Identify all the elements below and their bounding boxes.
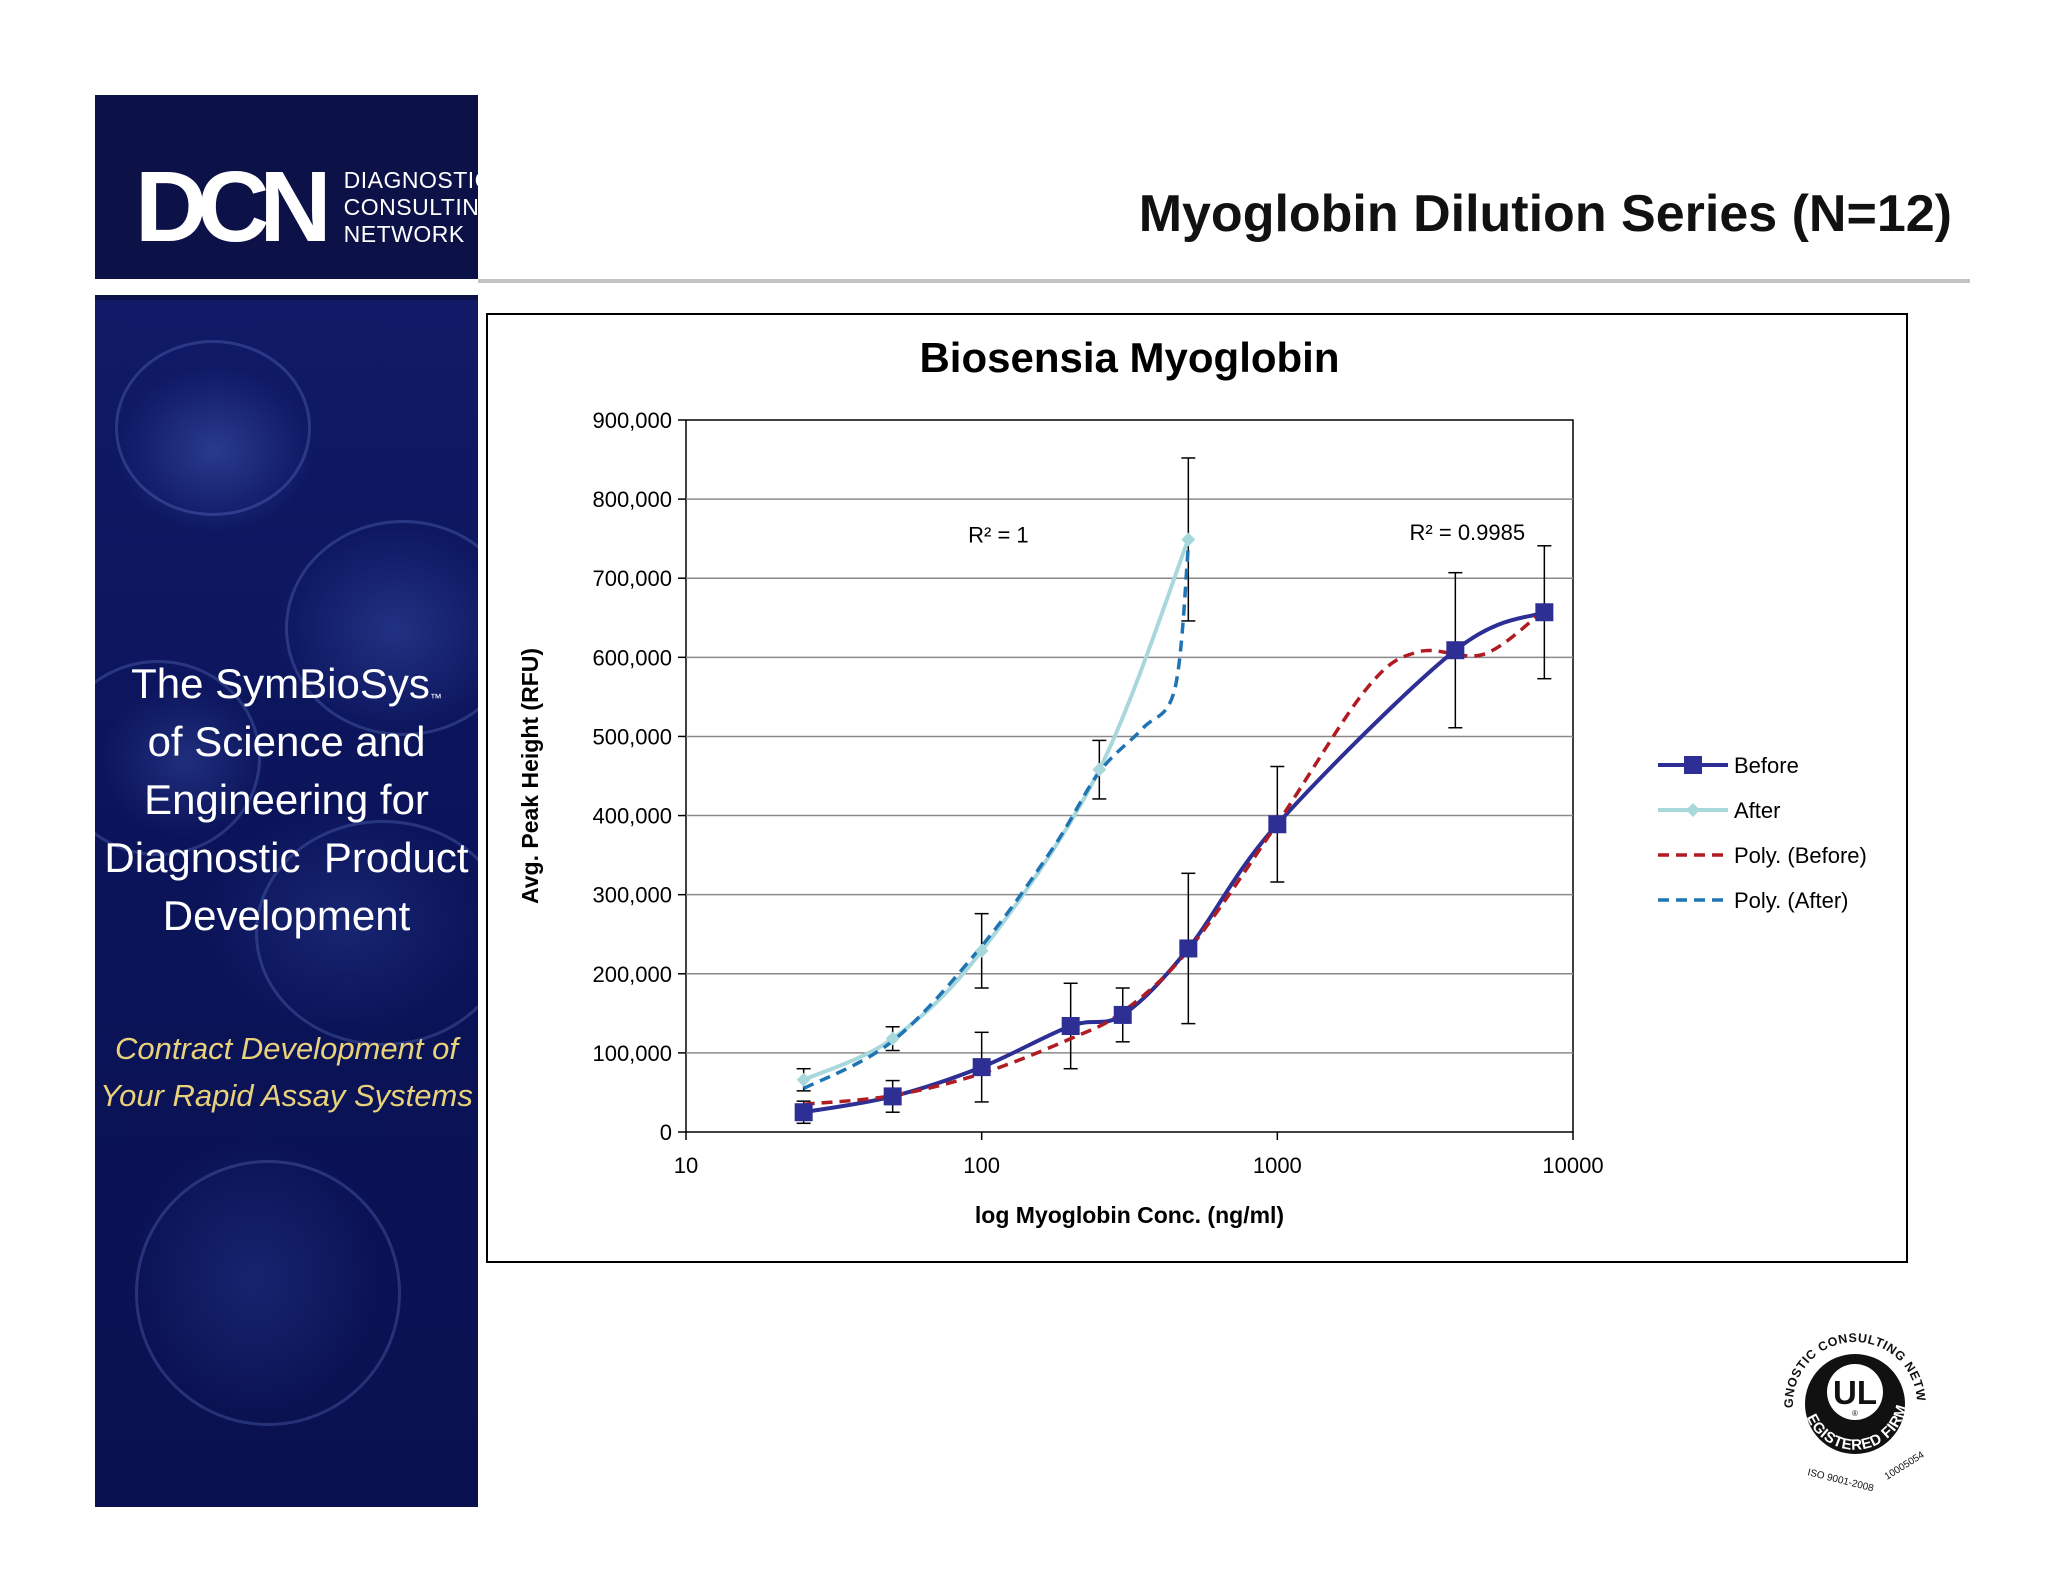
series-line-after: [802, 538, 1191, 1082]
y-tick-label: 900,000: [592, 408, 672, 433]
data-point-before: [1061, 1016, 1080, 1035]
y-tick-label: 400,000: [592, 804, 672, 829]
y-tick-label: 600,000: [592, 645, 672, 670]
data-point-before: [883, 1087, 902, 1106]
data-point-after: [1181, 532, 1196, 547]
y-tick-label: 500,000: [592, 724, 672, 749]
tagline-line: Development: [162, 892, 411, 939]
data-point-before: [1268, 815, 1287, 834]
badge-inner-circle: [1827, 1364, 1883, 1420]
tagline: The SymBioSys™ of Science and Engineerin…: [95, 655, 478, 945]
legend-label: Poly. (After): [1734, 888, 1849, 913]
data-point-before: [1446, 641, 1465, 660]
banner-divider: [95, 279, 478, 295]
myoglobin-chart: Biosensia Myoglobin 0 100,000 200,000 300,00…: [517, 334, 1867, 1228]
y-tick-label: 0: [660, 1120, 672, 1145]
data-point-after: [1092, 762, 1107, 777]
logo-word: DIAGNOSTIC: [343, 166, 478, 193]
subline: Contract Development of Your Rapid Assay…: [95, 1025, 478, 1119]
legend-label: After: [1734, 798, 1780, 823]
tagline-line: Diagnostic Product: [104, 834, 469, 881]
y-tick-label: 800,000: [592, 487, 672, 512]
logo-mark: DCN: [135, 151, 332, 263]
plot-area: [685, 419, 1574, 1133]
y-tick-label: 200,000: [592, 962, 672, 987]
ul-registered-firm-badge: DIAGNOSTIC CONSULTING NETWORK UL ® REGIS…: [1765, 1292, 1928, 1492]
trademark-symbol: ™: [429, 691, 442, 705]
legend-label: Poly. (Before): [1734, 843, 1867, 868]
series-line-before: [803, 610, 1546, 1115]
banner-background: [95, 300, 478, 1507]
legend-label: Before: [1734, 753, 1799, 778]
y-tick-label: 100,000: [592, 1041, 672, 1066]
subline-line: Your Rapid Assay Systems: [100, 1078, 473, 1113]
chart-title: Biosensia Myoglobin: [919, 334, 1339, 381]
data-point-after: [974, 943, 989, 958]
logo-words: DIAGNOSTIC CONSULTING NETWORK: [344, 167, 478, 248]
y-axis-label: Avg. Peak Height (RFU): [517, 648, 543, 904]
data-point-after: [796, 1072, 811, 1087]
y-tick-label: 300,000: [592, 883, 672, 908]
badge-registered-mark: ®: [1852, 1409, 1858, 1418]
series-line-poly-before: [803, 608, 1546, 1107]
badge-number-text: 10005054: [1883, 1449, 1927, 1482]
y-tick-label: 700,000: [592, 566, 672, 591]
tagline-brand: The SymBioSys: [131, 660, 430, 707]
data-point-after: [885, 1031, 900, 1046]
chart-frame: Biosensia Myoglobin 0 100,000 200,000 300,00…: [486, 313, 1908, 1263]
page-title: Myoglobin Dilution Series (N=12): [1138, 185, 1952, 243]
data-point-before: [1535, 603, 1554, 622]
logo-word: NETWORK: [343, 220, 465, 247]
legend-marker: [1686, 803, 1700, 817]
data-point-before: [972, 1058, 991, 1077]
badge-ul-mark: UL: [1833, 1374, 1877, 1411]
dcn-logo: DCN DIAGNOSTIC CONSULTING NETWORK: [135, 157, 478, 257]
data-point-before: [794, 1103, 813, 1122]
tagline-line: of Science and: [147, 718, 426, 765]
subline-line: Contract Development of: [115, 1031, 458, 1066]
legend-marker: [1684, 756, 1702, 774]
badge-iso-text: ISO 9001-2008: [1806, 1467, 1875, 1492]
logo-word: CONSULTING: [343, 193, 478, 220]
r-squared-annotation: R² = 1: [968, 523, 1029, 548]
title-divider: [478, 279, 1970, 283]
data-point-before: [1113, 1005, 1132, 1024]
sidebar-banner: DCN DIAGNOSTIC CONSULTING NETWORK The Sy…: [95, 95, 478, 1507]
x-tick-label: 10: [674, 1153, 698, 1178]
x-tick-label: 10000: [1542, 1153, 1603, 1178]
tagline-line: Engineering for: [144, 776, 429, 823]
series-line-poly-after: [802, 546, 1191, 1091]
data-point-before: [1179, 939, 1198, 958]
r-squared-annotation: R² = 0.9985: [1410, 520, 1526, 545]
x-axis-label: log Myoglobin Conc. (ng/ml): [975, 1202, 1284, 1228]
x-tick-label: 100: [963, 1153, 1000, 1178]
x-tick-label: 1000: [1253, 1153, 1302, 1178]
